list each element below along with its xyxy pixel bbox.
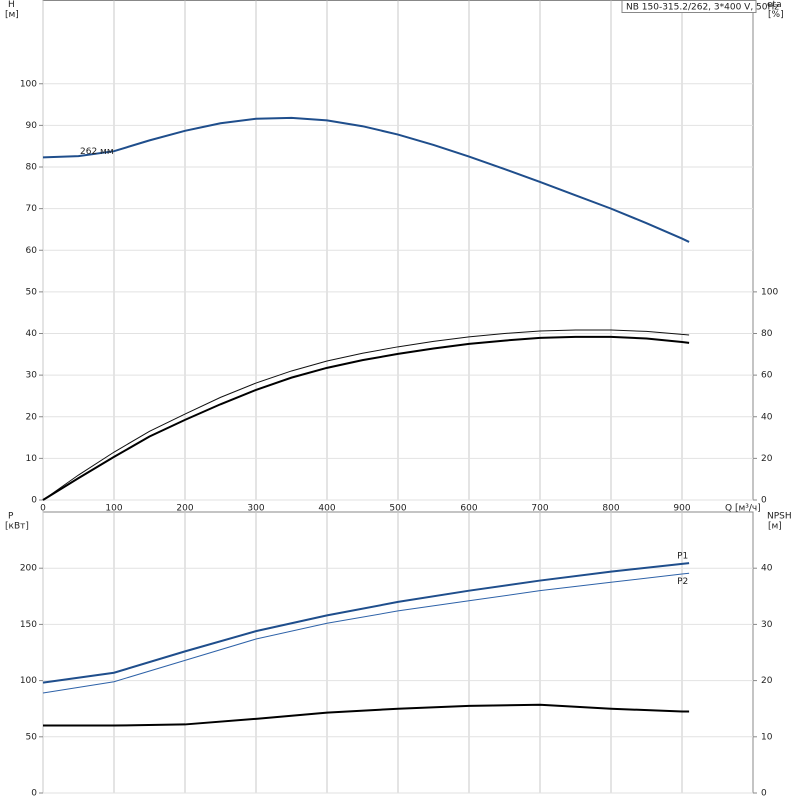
x-tick-label: 900 [673, 504, 690, 514]
y-tick-label: 50 [26, 287, 38, 297]
y2-tick-label: 10 [761, 732, 773, 742]
y-tick-label: 80 [26, 163, 38, 173]
x-tick-label: 500 [389, 504, 406, 514]
curve [42, 562, 690, 684]
x-tick-label: 400 [318, 504, 335, 514]
y2-tick-label: 20 [761, 454, 773, 464]
y-tick-label: 20 [26, 412, 38, 422]
y-tick-label: 0 [31, 496, 37, 506]
x-tick-label: 100 [105, 504, 122, 514]
x-tick-label: 300 [247, 504, 264, 514]
series-label: P1 [677, 552, 688, 562]
x-axis-label: Q [м³/ч] [725, 504, 761, 514]
y2-axis-unit: [%] [768, 10, 784, 20]
y-tick-label: 0 [31, 789, 37, 799]
x-tick-label: 200 [176, 504, 193, 514]
chart-title: NB 150-315.2/262, 3*400 V, 50Hz [626, 3, 779, 13]
y2-tick-label: 0 [761, 789, 767, 799]
x-tick-label: 800 [602, 504, 619, 514]
y-tick-label: 60 [26, 246, 38, 256]
y-axis-unit: [м] [5, 10, 19, 20]
y-tick-label: 100 [20, 79, 37, 89]
y2-tick-label: 100 [761, 287, 778, 297]
y-tick-label: 50 [26, 732, 38, 742]
y2-tick-label: 40 [761, 564, 773, 574]
y-tick-label: 40 [26, 329, 38, 339]
annotation: 262 мм [80, 147, 114, 157]
curve [42, 116, 690, 243]
y2-axis-unit: [м] [768, 522, 782, 532]
curve [43, 703, 690, 727]
y-tick-label: 200 [20, 564, 37, 574]
curve [42, 329, 690, 501]
y2-tick-label: 30 [761, 620, 773, 630]
y2-tick-label: 60 [761, 371, 773, 381]
y-tick-label: 150 [20, 620, 37, 630]
y-tick-label: 10 [26, 454, 38, 464]
y2-tick-label: 20 [761, 676, 773, 686]
y-tick-label: 30 [26, 371, 38, 381]
curve [42, 335, 690, 501]
title-box [621, 0, 757, 13]
y2-tick-label: 80 [761, 329, 773, 339]
y2-axis-label: eta [767, 0, 782, 10]
y-tick-label: 90 [26, 121, 38, 131]
y-axis-label: H [8, 0, 15, 10]
y-axis-label: P [8, 512, 14, 522]
curve [42, 572, 690, 694]
x-tick-label: 0 [40, 504, 46, 514]
y2-axis-label: NPSH [767, 512, 792, 522]
x-tick-label: 600 [460, 504, 477, 514]
y-tick-label: 100 [20, 676, 37, 686]
y2-tick-label: 0 [761, 496, 767, 506]
y2-tick-label: 40 [761, 412, 773, 422]
y-axis-unit: [кВт] [5, 522, 29, 532]
x-tick-label: 700 [531, 504, 548, 514]
series-label: P2 [677, 577, 688, 587]
y-tick-label: 70 [26, 204, 38, 214]
